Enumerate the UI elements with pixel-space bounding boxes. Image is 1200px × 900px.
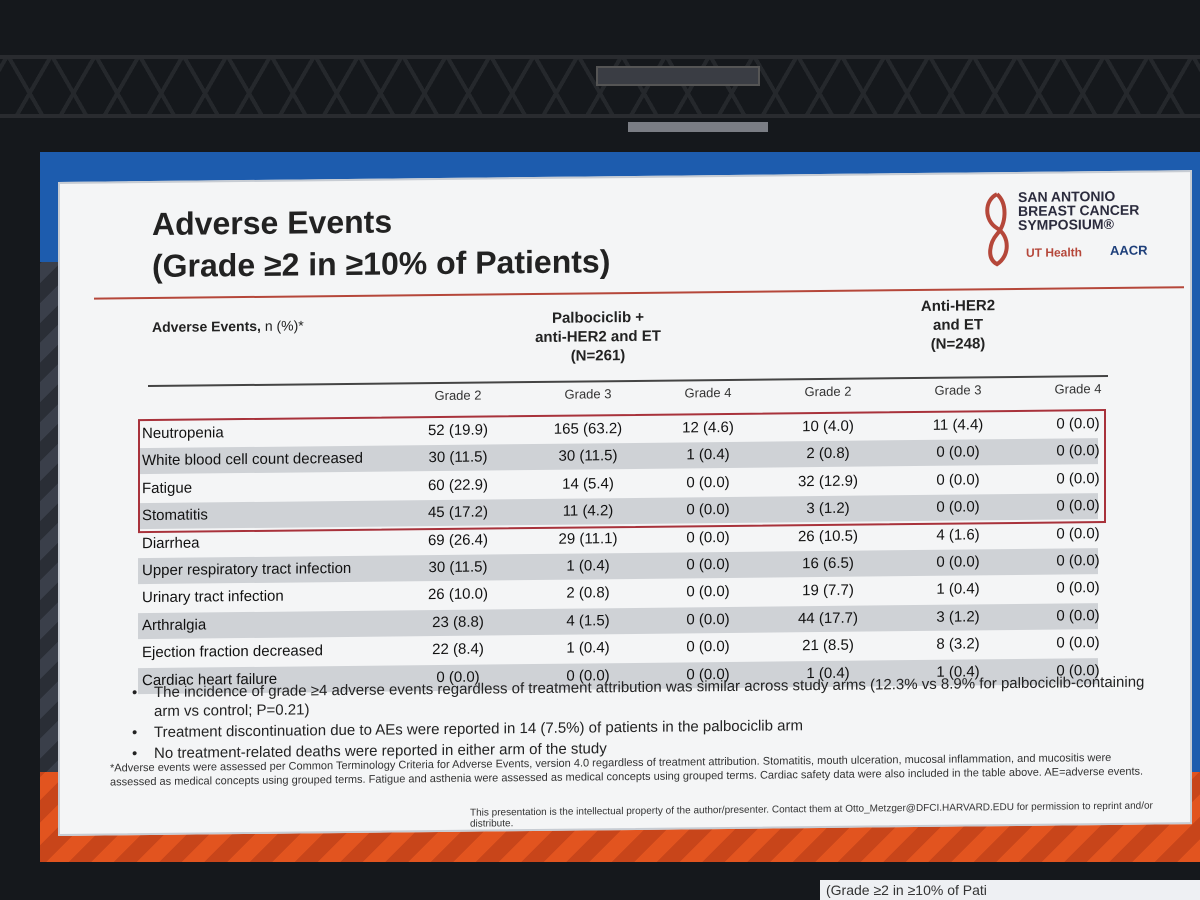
table-cell: 30 (11.5) <box>428 558 488 577</box>
grade-header: Grade 4 <box>1054 381 1102 397</box>
ae-header-unit: n (%)* <box>264 317 304 334</box>
table-cell: 26 (10.0) <box>427 585 489 604</box>
table-cell: 0 (0.0) <box>1056 634 1100 652</box>
table-cell: 4 (1.5) <box>566 612 610 630</box>
grade-header: Grade 2 <box>804 383 852 400</box>
stage-truss <box>0 55 1200 118</box>
table-cell: 0 (0.0) <box>1056 552 1100 570</box>
group1-line-1: Palbociclib + <box>551 308 645 327</box>
row-label: Urinary tract infection <box>142 588 284 607</box>
row-label: Upper respiratory tract infection <box>142 559 352 580</box>
table-cell: 44 (17.7) <box>797 609 859 628</box>
group2-line-2: and ET <box>932 316 983 334</box>
ae-column-header: Adverse Events, n (%)* <box>152 317 304 335</box>
table-cell: 0 (0.0) <box>686 638 730 656</box>
row-label: Arthralgia <box>142 616 207 634</box>
table-cell: 2 (0.8) <box>566 584 610 603</box>
highlighted-rows-box <box>138 409 1106 534</box>
grade-header: Grade 3 <box>564 386 612 402</box>
logo-text: SAN ANTONIO BREAST CANCER SYMPOSIUM® <box>1018 188 1139 233</box>
ceiling-light-bar <box>628 122 768 132</box>
table-cell: 1 (0.4) <box>566 557 610 575</box>
aacr-logo: AACR <box>1110 242 1148 258</box>
group1-line-3: (N=261) <box>570 347 626 365</box>
ceiling-light <box>596 66 760 86</box>
grade-header: Grade 2 <box>434 387 482 404</box>
row-label: Diarrhea <box>142 534 200 552</box>
table-cell: 0 (0.0) <box>686 583 730 601</box>
title-line-1: Adverse Events <box>152 203 393 243</box>
sabcs-logo: SAN ANTONIO BREAST CANCER SYMPOSIUM® UT … <box>980 186 1180 284</box>
presentation-slide: Adverse Events (Grade ≥2 in ≥10% of Pati… <box>58 170 1192 837</box>
table-cell: 0 (0.0) <box>686 610 730 629</box>
table-cell: 3 (1.2) <box>936 608 980 626</box>
group2-line-1: Anti-HER2 <box>920 297 996 315</box>
group1-line-2: anti-HER2 and ET <box>535 327 661 347</box>
table-cell: 26 (10.5) <box>797 527 859 545</box>
grade-header: Grade 4 <box>684 384 732 401</box>
ae-header-text: Adverse Events, <box>152 317 261 336</box>
table-cell: 0 (0.0) <box>686 555 730 574</box>
row-label: Ejection fraction decreased <box>142 642 323 662</box>
group2-line-3: (N=248) <box>930 335 986 353</box>
copyright-notice: This presentation is the intellectual pr… <box>470 800 1153 830</box>
logo-text-line-3: SYMPOSIUM® <box>1018 215 1114 233</box>
table-cell: 29 (11.1) <box>558 529 618 548</box>
table-cell: 19 (7.7) <box>802 582 854 600</box>
table-cell: 22 (8.4) <box>432 640 484 659</box>
slide-title: Adverse Events (Grade ≥2 in ≥10% of Pati… <box>152 198 610 287</box>
table-cell: 4 (1.6) <box>936 525 980 544</box>
title-line-2: (Grade ≥2 in ≥10% of Patients) <box>152 243 611 285</box>
ut-health-logo: UT Health <box>1026 245 1083 260</box>
table-cell: 0 (0.0) <box>686 528 730 547</box>
group-header-palbociclib: Palbociclib + anti-HER2 and ET (N=261) <box>498 307 698 366</box>
table-cell: 1 (0.4) <box>936 580 980 599</box>
table-cell: 0 (0.0) <box>936 553 980 571</box>
table-cell: 0 (0.0) <box>1056 579 1100 597</box>
table-cell: 1 (0.4) <box>566 639 610 657</box>
adverse-events-table: Adverse Events, n (%)* Palbociclib + ant… <box>138 297 1108 694</box>
table-cell: 16 (6.5) <box>802 554 854 573</box>
grade-header: Grade 3 <box>934 382 982 398</box>
table-cell: 23 (8.8) <box>432 613 484 631</box>
ribbon-swirl-icon <box>985 192 1009 267</box>
lower-screen-caption: (Grade ≥2 in ≥10% of Pati <box>820 880 1200 900</box>
table-cell: 0 (0.0) <box>1056 606 1100 625</box>
table-cell: 8 (3.2) <box>936 635 980 653</box>
table-cell: 69 (26.4) <box>427 531 489 549</box>
table-cell: 0 (0.0) <box>1056 524 1100 543</box>
group-header-anti-her2: Anti-HER2 and ET (N=248) <box>858 296 1058 355</box>
table-cell: 21 (8.5) <box>802 636 854 655</box>
